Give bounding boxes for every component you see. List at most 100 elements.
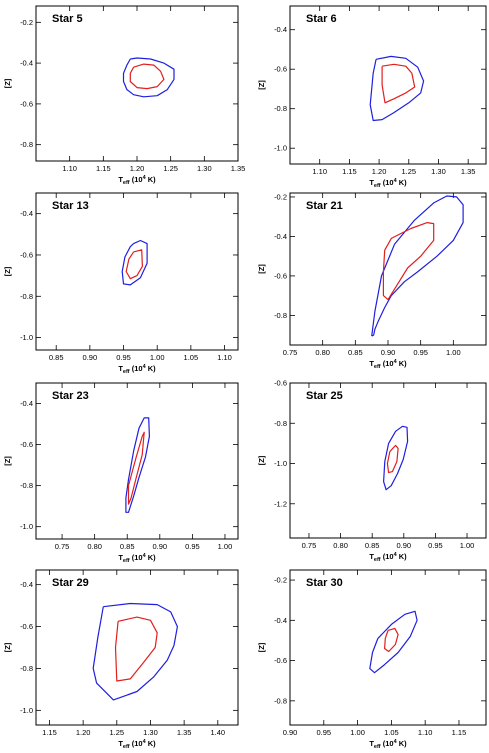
outer-contour: [371, 195, 464, 337]
panel-title: Star 29: [52, 577, 89, 589]
y-tick-label: -1.0: [20, 333, 33, 342]
y-tick-label: -0.6: [20, 250, 33, 259]
y-axis-label: [Z]: [257, 80, 266, 90]
x-tick-label: 0.80: [315, 348, 330, 357]
x-tick-label: 1.10: [217, 353, 232, 362]
x-tick-label: 1.00: [446, 348, 461, 357]
y-tick-label: -0.4: [274, 25, 287, 34]
inner-contour: [381, 63, 416, 104]
panel-title: Star 25: [306, 390, 343, 402]
y-tick-label: -0.8: [20, 664, 33, 673]
plot-frame: [35, 5, 239, 162]
plot-frame: [35, 192, 239, 351]
panel-title: Star 13: [52, 200, 89, 212]
y-axis-label: [Z]: [3, 642, 12, 652]
inner-contour: [114, 616, 158, 682]
plot-frame: [289, 5, 487, 165]
plot-frame: [289, 382, 487, 539]
outer-contour: [369, 610, 418, 674]
y-tick-label: -0.4: [20, 59, 33, 68]
y-tick-label: -0.6: [20, 440, 33, 449]
x-tick-label: 0.85: [348, 348, 363, 357]
x-tick-label: 0.90: [153, 542, 168, 551]
x-axis-label: Teff (104 K): [369, 178, 407, 189]
y-axis-label: [Z]: [3, 78, 12, 88]
plot-frame: [289, 192, 487, 346]
x-axis-label: Teff (104 K): [118, 364, 156, 375]
inner-contour: [384, 627, 399, 653]
x-tick-label: 1.35: [461, 167, 476, 176]
x-tick-label: 0.80: [87, 542, 102, 551]
y-tick-label: -1.0: [274, 144, 287, 153]
y-axis-label: [Z]: [257, 642, 266, 652]
x-tick-label: 1.10: [418, 728, 433, 737]
panel-7: 1.15 1.20 1.25 1.30 1.35 1.40 -1.0 -0.8 -0.6 -0.4…: [3, 569, 239, 750]
x-axis-label: Teff (104 K): [369, 552, 407, 563]
outer-contour: [122, 57, 175, 98]
x-tick-label: 1.35: [231, 164, 246, 173]
x-tick-label: 0.95: [413, 348, 428, 357]
y-tick-label: -1.0: [20, 522, 33, 531]
panel-title: Star 30: [306, 577, 343, 589]
y-tick-label: -0.6: [274, 65, 287, 74]
x-tick-label: 0.95: [316, 728, 331, 737]
outer-contour: [121, 239, 148, 286]
inner-contour: [382, 222, 435, 301]
x-tick-label: 1.00: [460, 541, 475, 550]
x-tick-label: 1.15: [42, 728, 57, 737]
x-tick-label: 1.00: [218, 542, 233, 551]
x-tick-label: 0.80: [333, 541, 348, 550]
panel-8: 0.90 0.95 1.00 1.05 1.10 1.15 -0.8 -0.6 -0.4 -0.2…: [257, 569, 487, 750]
y-tick-label: -0.4: [20, 209, 33, 218]
y-tick-label: -1.0: [274, 459, 287, 468]
y-tick-label: -0.6: [274, 379, 287, 388]
y-axis-label: [Z]: [257, 455, 266, 465]
outer-contour: [383, 425, 409, 491]
inner-contour: [386, 444, 399, 474]
y-tick-label: -0.4: [20, 399, 33, 408]
y-axis-label: [Z]: [3, 456, 12, 466]
x-tick-label: 1.25: [163, 164, 178, 173]
x-axis-label: Teff (104 K): [118, 739, 156, 750]
panel-5: 0.75 0.80 0.85 0.90 0.95 1.00 -1.0 -0.8 -0.6 -0.4…: [3, 382, 239, 564]
x-tick-label: 1.05: [384, 728, 399, 737]
inner-contour: [127, 431, 145, 505]
y-tick-label: -1.2: [274, 499, 287, 508]
y-axis-label: [Z]: [3, 266, 12, 276]
x-tick-label: 1.05: [184, 353, 199, 362]
plot-frame: [35, 382, 239, 540]
x-tick-label: 0.90: [397, 541, 412, 550]
x-tick-label: 1.30: [143, 728, 158, 737]
x-tick-label: 0.85: [120, 542, 135, 551]
y-tick-label: -0.8: [20, 292, 33, 301]
plot-frame: [289, 569, 487, 726]
inner-contour: [125, 249, 143, 280]
panel-title: Star 6: [306, 13, 337, 25]
x-tick-label: 0.85: [365, 541, 380, 550]
x-tick-label: 1.15: [96, 164, 111, 173]
outer-contour: [125, 417, 150, 513]
x-tick-label: 0.95: [116, 353, 131, 362]
y-tick-label: -0.8: [20, 140, 33, 149]
x-tick-label: 1.25: [109, 728, 124, 737]
x-axis-label: Teff (104 K): [118, 553, 156, 564]
x-tick-label: 0.75: [302, 541, 317, 550]
y-tick-label: -0.2: [274, 192, 287, 201]
panel-1: 1.10 1.15 1.20 1.25 1.30 1.35 -0.8 -0.6 -0.4 -0.2…: [3, 5, 246, 186]
outer-contour: [369, 55, 425, 122]
x-tick-label: 1.20: [372, 167, 387, 176]
y-tick-label: -0.6: [274, 656, 287, 665]
x-tick-label: 1.15: [452, 728, 467, 737]
x-tick-label: 0.75: [283, 348, 298, 357]
y-tick-label: -0.8: [274, 104, 287, 113]
plot-frame: [35, 569, 239, 726]
y-tick-label: -0.6: [20, 99, 33, 108]
y-tick-label: -0.2: [274, 576, 287, 585]
panel-2: 1.10 1.15 1.20 1.25 1.30 1.35 -1.0 -0.8 -0.6 -0.4…: [257, 5, 487, 189]
x-tick-label: 1.20: [76, 728, 91, 737]
x-tick-label: 0.90: [283, 728, 298, 737]
panel-title: Star 23: [52, 390, 89, 402]
x-tick-label: 0.95: [185, 542, 200, 551]
y-tick-label: -0.6: [20, 622, 33, 631]
